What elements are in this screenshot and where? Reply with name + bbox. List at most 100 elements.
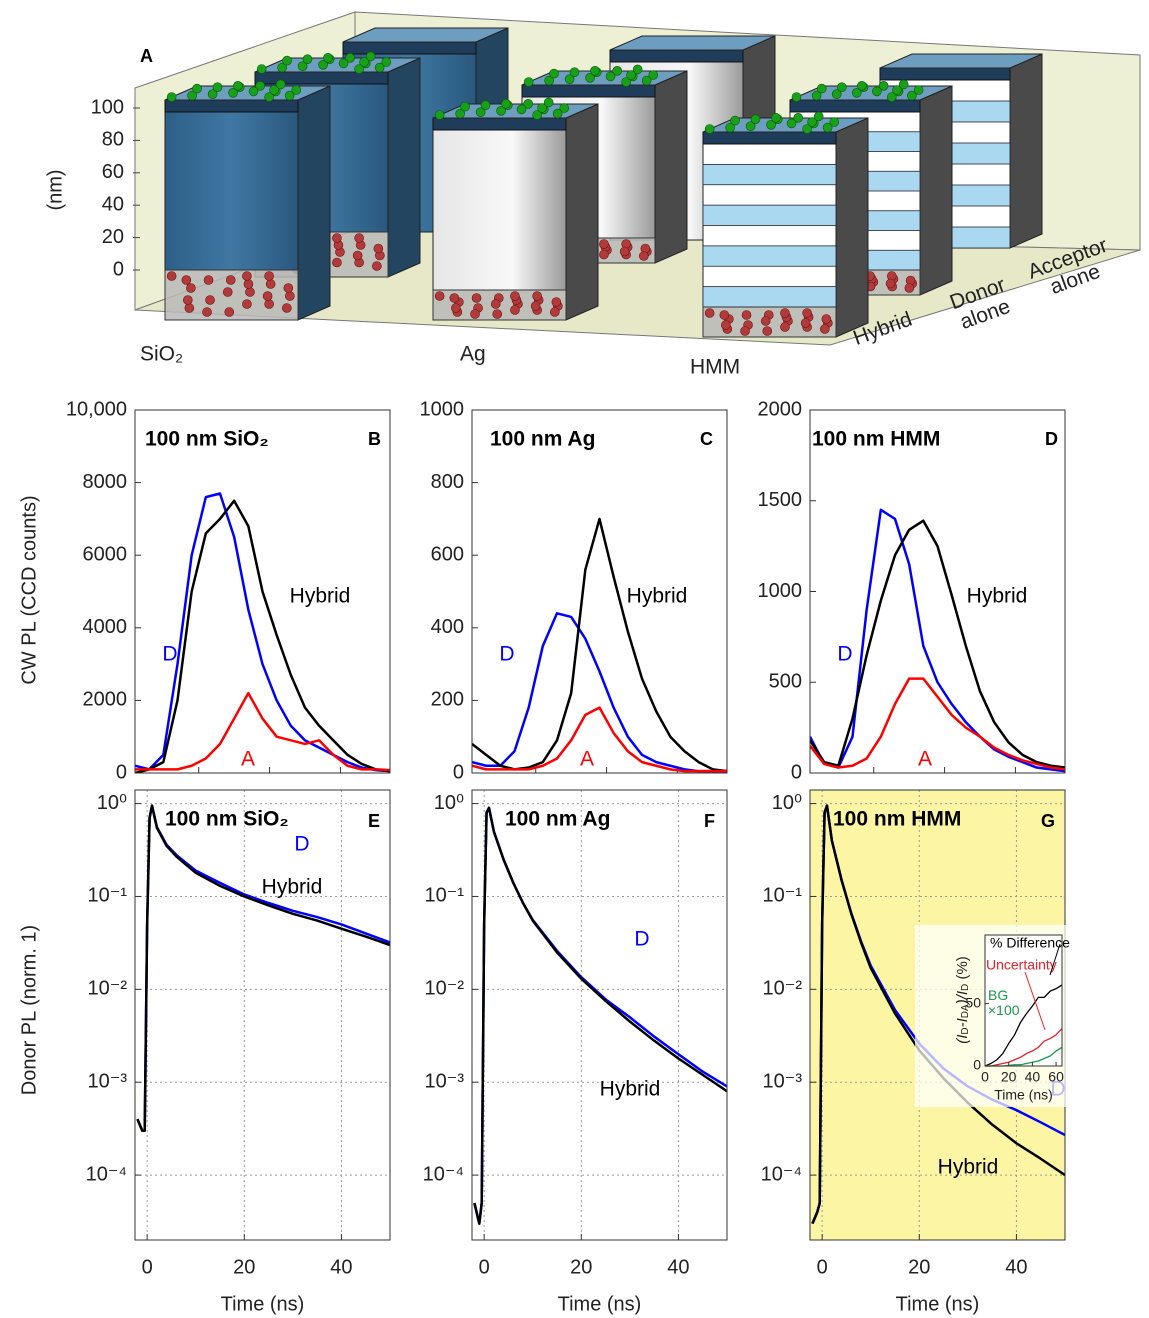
plot-frame: [471, 409, 728, 774]
series-line: [136, 804, 390, 1133]
panel-title: 100 nm Ag: [490, 428, 595, 451]
y-tick-label: 2000: [83, 689, 128, 711]
series-line: [811, 804, 1065, 1225]
acceptor-dye: [639, 251, 649, 261]
series-line: [810, 519, 1065, 769]
y-tick-label: 10⁻²: [88, 978, 128, 1000]
acceptor-dye: [202, 307, 212, 317]
acceptor-dye: [225, 275, 236, 285]
donor-dye: [256, 64, 267, 74]
block-cap: [702, 131, 837, 145]
panel-label: B: [368, 429, 381, 449]
x-tick-label: 60: [1048, 1069, 1064, 1085]
panel-label: E: [368, 811, 380, 831]
acceptor-dye: [265, 279, 276, 289]
y-tick-label: 1000: [758, 580, 803, 602]
acceptor-dye: [721, 320, 731, 330]
donor-dye: [632, 64, 643, 75]
y-tick-label: 100: [91, 96, 124, 118]
y-tick-label: 50: [965, 994, 981, 1010]
donor-dye: [791, 92, 802, 102]
donor-dye: [725, 122, 735, 133]
acceptor-dye: [780, 322, 790, 332]
label-part: (I: [954, 1035, 971, 1044]
y-tick-label: 10⁰: [434, 792, 464, 814]
y-tick-label: 0: [113, 258, 124, 280]
series-line: [135, 499, 390, 773]
donor-dye: [811, 90, 822, 101]
hmm-layer: [702, 245, 837, 267]
acceptor-dye: [762, 326, 773, 336]
donor-dye: [248, 86, 259, 97]
acceptor-dye: [283, 283, 294, 293]
block: [702, 111, 869, 338]
donor-dye: [381, 57, 392, 67]
acceptor-dye: [224, 307, 235, 317]
series-line: [135, 492, 390, 773]
block: [432, 97, 599, 321]
acceptor-dye: [352, 250, 363, 261]
y-tick-label: 10⁻¹: [88, 885, 128, 907]
acceptor-dye: [264, 271, 274, 281]
x-axis-label: Time (ns): [896, 1293, 980, 1315]
acceptor-dye: [332, 257, 342, 268]
acceptor-dye: [470, 309, 480, 319]
donor-dye: [585, 73, 595, 83]
donor-dye: [569, 67, 580, 77]
donor-dye: [543, 97, 554, 108]
donor-dye: [837, 82, 847, 92]
x-tick-label: 0: [981, 1069, 989, 1085]
y-tick-label: 10⁻⁴: [761, 1163, 802, 1185]
plot-lines: [136, 804, 390, 1133]
acceptor-dye: [741, 310, 752, 320]
plot-area: [472, 410, 727, 773]
acceptor-dye: [451, 303, 461, 313]
category-label: HMM: [690, 356, 740, 379]
acceptor-dye: [222, 287, 233, 297]
y-tick-label: 60: [102, 161, 124, 183]
donor-dye: [434, 110, 445, 120]
donor-dye: [166, 92, 177, 102]
donor-dye: [475, 107, 486, 117]
y-tick-label: 0: [791, 761, 802, 783]
donor-dye: [745, 121, 756, 131]
donor-dye: [359, 57, 369, 67]
acceptor-dye: [205, 295, 215, 305]
y-tick-label: 600: [431, 543, 464, 565]
acceptor-dye: [510, 291, 520, 301]
y-tick-label: 10⁰: [97, 792, 127, 814]
x-tick-label: 40: [330, 1256, 352, 1278]
acceptor-dye: [530, 301, 541, 311]
donor-dye: [365, 51, 376, 62]
donor-dye: [878, 81, 889, 91]
series-line: [472, 612, 727, 773]
x-tick-label: 40: [1025, 1069, 1041, 1085]
acceptor-dye: [740, 326, 750, 336]
donor-dye: [648, 70, 659, 80]
acceptor-dye: [245, 287, 255, 297]
block-side: [565, 103, 599, 321]
donor-dye: [460, 101, 470, 112]
donor-dye: [480, 100, 491, 110]
donor-dye: [228, 88, 238, 98]
donor-dye: [766, 120, 776, 130]
donor-dye: [831, 89, 842, 99]
donor-dye: [886, 92, 897, 102]
donor-dye: [730, 115, 740, 126]
donor-dye: [857, 81, 867, 91]
x-tick-label: 0: [817, 1256, 828, 1278]
series-label: BG ×100: [988, 988, 1020, 1018]
donor-dye: [559, 103, 570, 113]
donor-dye: [851, 88, 862, 98]
series-label-box: BG ×100: [988, 988, 1020, 1018]
acceptor-dye: [242, 271, 252, 281]
donor-dye: [549, 68, 559, 79]
donor-dye: [771, 113, 781, 123]
panel-title: 100 nm HMM: [812, 428, 940, 451]
category-label: SiO₂: [140, 343, 183, 366]
x-tick-label: 0: [479, 1256, 490, 1278]
series-label: Hybrid: [290, 585, 351, 608]
y-tick-label: 1000: [420, 398, 465, 420]
subscript: D: [960, 1027, 971, 1034]
acceptor-dye: [550, 307, 560, 317]
